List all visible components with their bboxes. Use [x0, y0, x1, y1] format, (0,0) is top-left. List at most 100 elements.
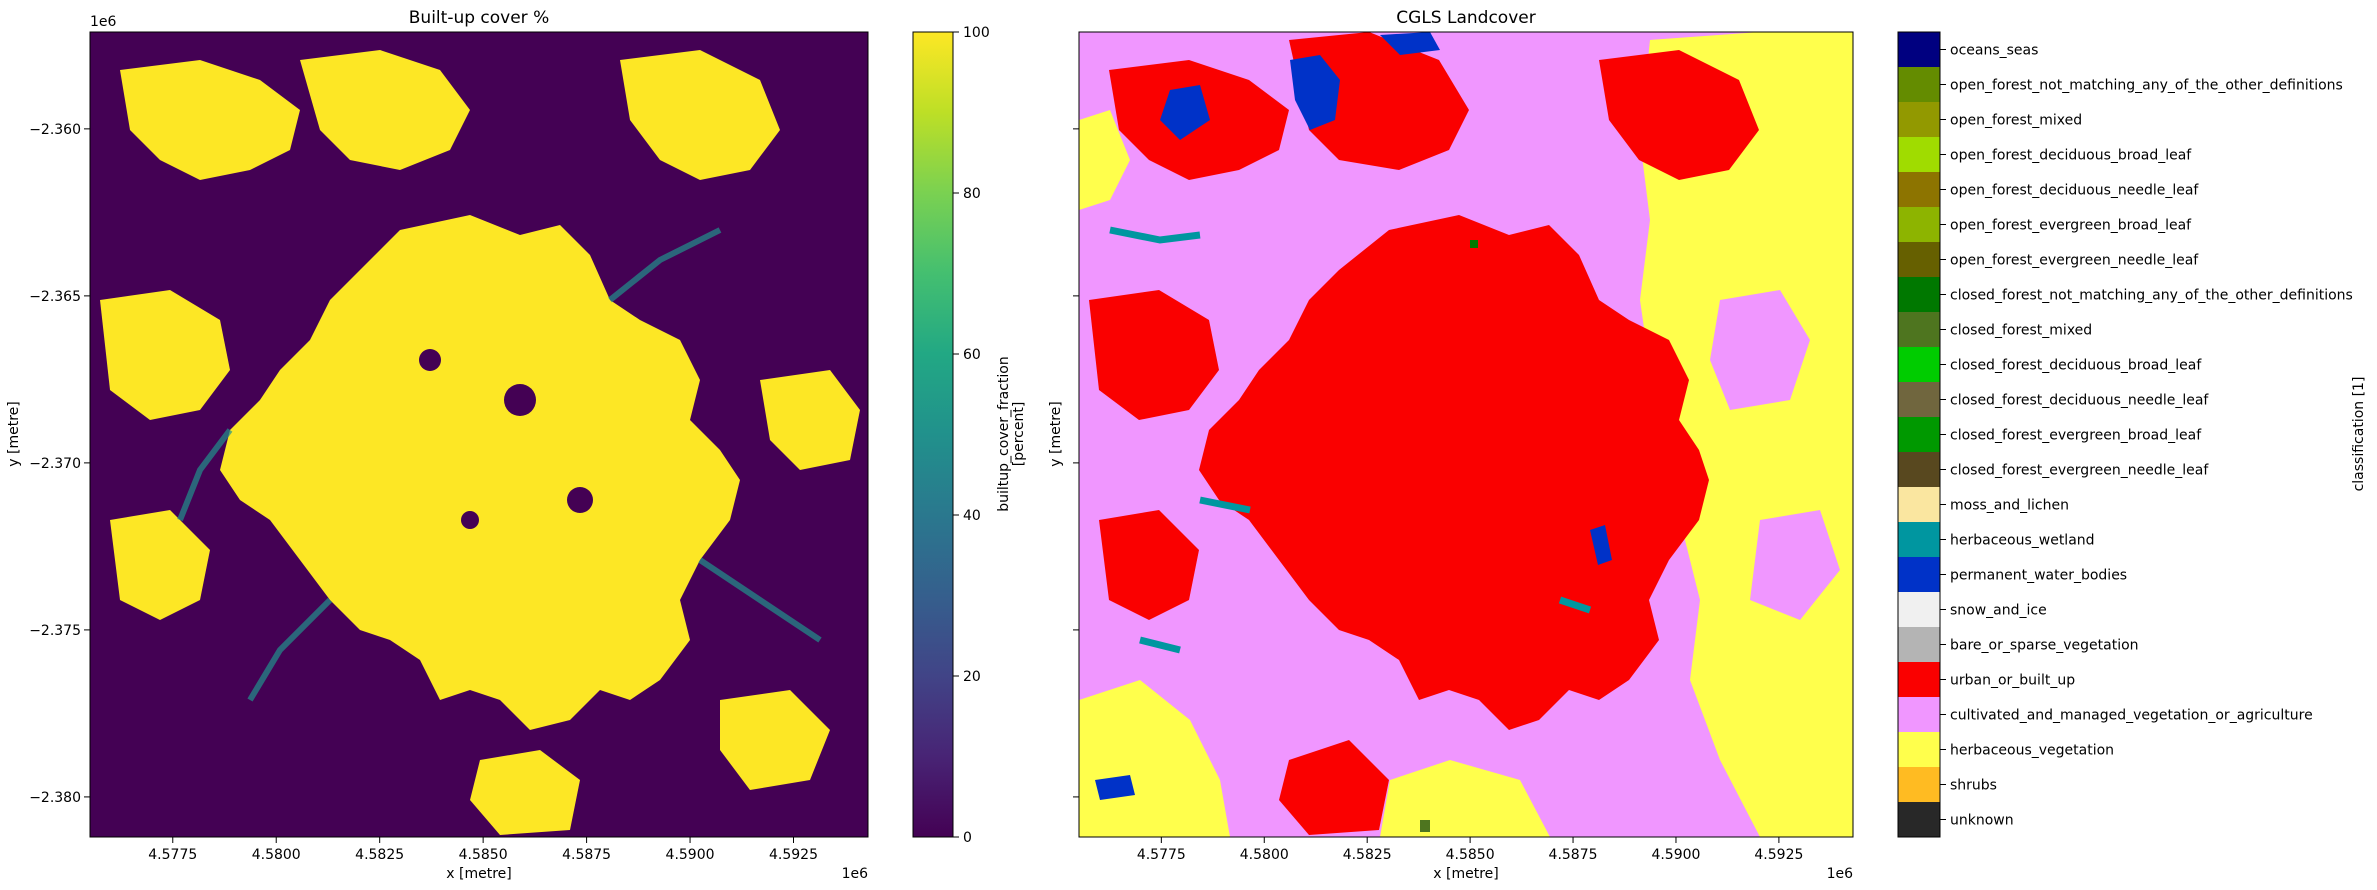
landcover-map — [1079, 32, 1853, 837]
landcover-class-swatch — [1898, 767, 1940, 803]
landcover-class-swatch — [1898, 347, 1940, 383]
landcover-water — [1160, 85, 1210, 140]
landcover-class-label: open_forest_evergreen_needle_leaf — [1950, 253, 2199, 269]
landcover-class-label: snow_and_ice — [1950, 603, 2047, 619]
builtup-hole — [504, 384, 536, 416]
builtup-hole — [567, 487, 593, 513]
landcover-class-label: closed_forest_evergreen_broad_leaf — [1950, 428, 2202, 444]
builtup-colorbar — [912, 31, 954, 838]
landcover-class-label: permanent_water_bodies — [1950, 568, 2127, 584]
landcover-class-swatch — [1898, 102, 1940, 138]
landcover-herbaceous-east — [1640, 32, 1853, 837]
builtup-title: Built-up cover % — [409, 8, 549, 28]
landcover-class-label: urban_or_built_up — [1950, 673, 2075, 689]
builtup-urban-se — [720, 690, 830, 790]
landcover-x-tick-label: 4.5825 — [1343, 847, 1392, 863]
builtup-colorbar-tick-label: 40 — [963, 508, 981, 524]
landcover-x-tick-label: 4.5900 — [1651, 847, 1700, 863]
landcover-class-swatch — [1898, 172, 1940, 208]
builtup-colorbar-tick-label: 0 — [963, 830, 972, 846]
builtup-y-ticks: −2.360 −2.365 −2.370 −2.375 −2.380 — [29, 122, 90, 806]
landcover-class-label: cultivated_and_managed_vegetation_or_agr… — [1950, 708, 2313, 724]
landcover-class-swatch — [1898, 417, 1940, 453]
landcover-urban-sw — [1099, 510, 1199, 620]
landcover-class-label: closed_forest_mixed — [1950, 323, 2092, 339]
landcover-class-swatch — [1898, 382, 1940, 418]
landcover-class-swatch — [1898, 207, 1940, 243]
landcover-class-swatch — [1898, 242, 1940, 278]
landcover-class-swatch — [1898, 697, 1940, 733]
landcover-title: CGLS Landcover — [1396, 8, 1535, 28]
landcover-class-swatch — [1898, 802, 1940, 838]
builtup-urban-nw — [120, 60, 300, 180]
landcover-class-swatch — [1898, 67, 1940, 103]
landcover-class-label: closed_forest_deciduous_broad_leaf — [1950, 358, 2202, 374]
landcover-xlabel: x [metre] — [1433, 866, 1498, 882]
landcover-urban-core — [1199, 215, 1709, 730]
builtup-y-tick-label: −2.380 — [29, 790, 81, 806]
builtup-y-tick-label: −2.360 — [29, 122, 81, 138]
landcover-class-swatch — [1898, 277, 1940, 313]
builtup-x-tick-label: 4.5800 — [252, 847, 301, 863]
builtup-xlabel: x [metre] — [446, 866, 511, 882]
landcover-x-tick-label: 4.5850 — [1446, 847, 1495, 863]
builtup-colorbar-ticks: 0 20 40 60 80 100 — [953, 25, 990, 846]
builtup-x-tick-label: 4.5925 — [769, 847, 818, 863]
builtup-y-tick-label: −2.370 — [29, 456, 81, 472]
landcover-class-label: bare_or_sparse_vegetation — [1950, 638, 2139, 654]
landcover-water — [1590, 525, 1612, 565]
landcover-colorbar-frame — [1897, 31, 1941, 838]
landcover-class-label: open_forest_not_matching_any_of_the_othe… — [1950, 78, 2343, 94]
landcover-class-swatch — [1898, 452, 1940, 488]
landcover-class-label: unknown — [1950, 813, 2014, 829]
builtup-urban-sw — [110, 510, 210, 620]
landcover-x-tick-label: 4.5925 — [1754, 847, 1803, 863]
landcover-class-label: shrubs — [1950, 778, 1997, 794]
landcover-class-swatch — [1898, 32, 1940, 68]
builtup-colorbar-tick-label: 100 — [963, 25, 990, 41]
builtup-colorbar-tick-label: 60 — [963, 347, 981, 363]
landcover-class-label: moss_and_lichen — [1950, 498, 2069, 514]
landcover-y-ticks — [1073, 128, 1079, 798]
landcover-class-swatch — [1898, 557, 1940, 593]
landcover-class-swatch — [1898, 137, 1940, 173]
builtup-y-tick-label: −2.375 — [29, 623, 81, 639]
landcover-axes-frame — [1078, 31, 1854, 838]
landcover-agri-patch — [1750, 510, 1840, 620]
landcover-urban-se — [1279, 740, 1389, 835]
landcover-class-label: oceans_seas — [1950, 43, 2038, 59]
builtup-urban-west — [100, 290, 230, 420]
builtup-y-tick-label: −2.365 — [29, 289, 81, 305]
builtup-colorbar-label: builtup_cover_fraction — [996, 356, 1012, 511]
builtup-urban-north — [300, 50, 470, 170]
landcover-class-swatch — [1898, 312, 1940, 348]
landcover-colorbar-label: classification [1] — [2351, 377, 2367, 492]
landcover-class-label: open_forest_mixed — [1950, 113, 2082, 129]
landcover-herbaceous-sw — [1079, 680, 1230, 837]
landcover-class-label: closed_forest_not_matching_any_of_the_ot… — [1950, 288, 2353, 304]
builtup-ylabel: y [metre] — [6, 401, 22, 466]
landcover-x-ticks: 4.5775 4.5800 4.5825 4.5850 4.5875 4.5900 4.59… — [1137, 837, 1803, 863]
builtup-colorbar-tick-label: 80 — [963, 186, 981, 202]
builtup-urban-east — [760, 370, 860, 470]
builtup-urban-south — [470, 750, 580, 835]
landcover-herbaceous-nw — [1079, 110, 1130, 210]
landcover-agri-patch — [1710, 290, 1810, 410]
builtup-x-offset: 1e6 — [842, 866, 869, 882]
landcover-x-offset: 1e6 — [1827, 866, 1854, 882]
landcover-class-label: closed_forest_deciduous_needle_leaf — [1950, 393, 2209, 409]
landcover-class-label: closed_forest_evergreen_needle_leaf — [1950, 463, 2209, 479]
builtup-fringe — [177, 227, 822, 702]
landcover-x-tick-label: 4.5875 — [1549, 847, 1598, 863]
builtup-x-tick-label: 4.5850 — [459, 847, 508, 863]
landcover-colorbar: oceans_seas open_forest_not_matching_any_… — [1897, 31, 2353, 838]
builtup-urban-core — [220, 215, 740, 730]
landcover-class-label: herbaceous_wetland — [1950, 533, 2095, 549]
landcover-forest — [1470, 240, 1478, 248]
landcover-forest — [1420, 820, 1430, 832]
landcover-ylabel: y [metre] — [1048, 401, 1064, 466]
builtup-axes-frame — [89, 31, 869, 838]
landcover-class-label: open_forest_deciduous_broad_leaf — [1950, 148, 2192, 164]
landcover-class-swatch — [1898, 592, 1940, 628]
